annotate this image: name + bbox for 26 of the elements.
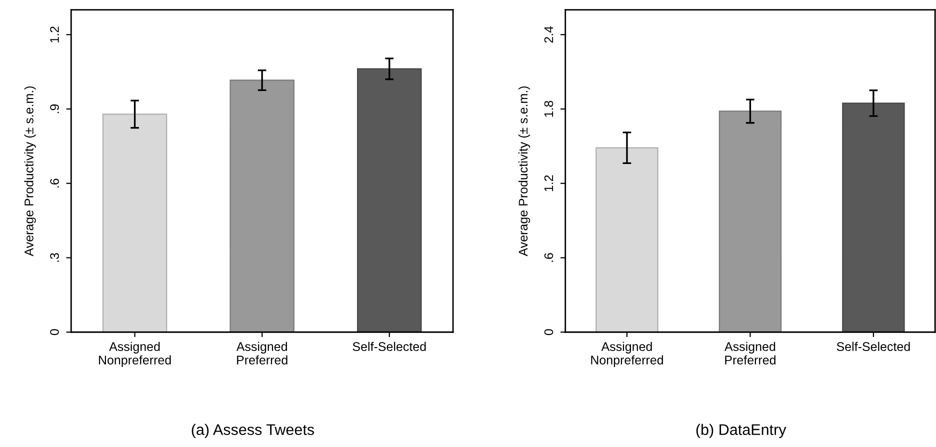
y-tick-label: .6 <box>544 253 554 262</box>
x-tick-label: Self-Selected <box>836 342 910 352</box>
y-tick-label: 1.2 <box>50 26 59 42</box>
text: (a) Assess Tweets <box>192 424 314 438</box>
y-tick-label: 1.2 <box>544 175 554 192</box>
y-tick-label: .9 <box>50 104 59 114</box>
y-tick-label: 1.8 <box>544 100 554 117</box>
x-tick-label: Assigned Nonpreferred <box>98 342 171 367</box>
bar <box>102 114 168 332</box>
x-tick-label: Self-Selected <box>352 342 426 352</box>
x-tick-label: Assigned Preferred <box>236 342 288 364</box>
x-tick-label: Assigned Nonpreferred <box>591 342 663 367</box>
y-axis-title: Average Productivity (± s.e.m.) <box>24 86 36 256</box>
y-tick-label: 0 <box>50 329 59 336</box>
y-tick-label: 0 <box>544 329 554 336</box>
bar <box>718 110 782 332</box>
text: (b) DataEntry <box>696 424 786 438</box>
bar <box>230 80 294 332</box>
y-axis-title: Average Productivity (± s.e.m.) <box>518 86 530 256</box>
bar <box>596 147 658 332</box>
y-tick-label: 2.4 <box>544 26 554 43</box>
bar <box>356 68 422 332</box>
x-tick-label: Assigned Preferred <box>724 342 776 364</box>
y-tick-label: .3 <box>50 253 59 262</box>
y-tick-label: .6 <box>50 178 59 188</box>
bar <box>842 102 905 332</box>
